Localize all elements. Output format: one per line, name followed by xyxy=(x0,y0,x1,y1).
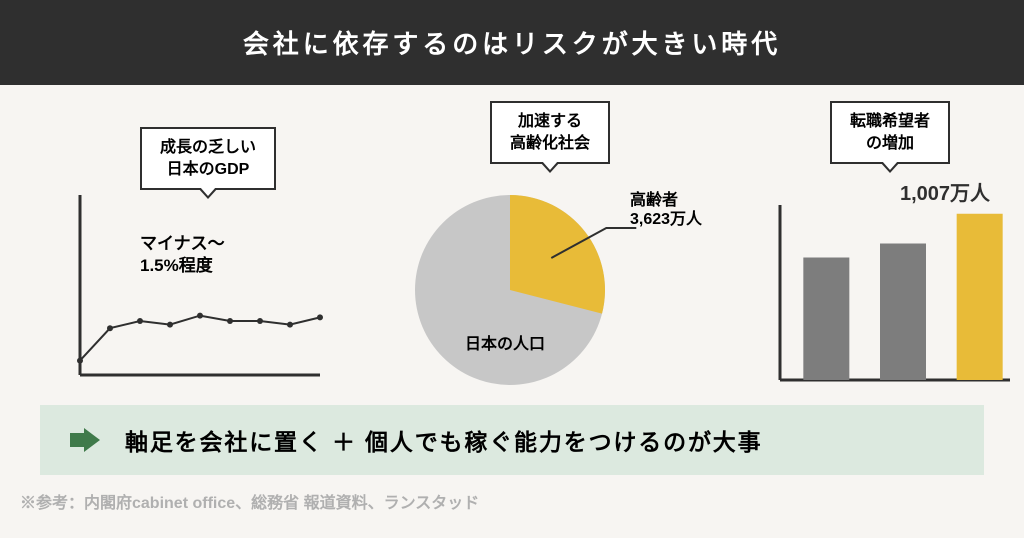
bar-chart xyxy=(760,105,1020,405)
gdp-line-chart xyxy=(60,105,340,395)
conclusion-bar: 軸足を会社に置く ＋ 個人でも稼ぐ能力をつけるのが大事 xyxy=(40,405,984,475)
pie-chart xyxy=(380,105,740,405)
pie-center-label: 日本の人口 xyxy=(465,335,545,354)
arrow-right-icon xyxy=(70,428,100,452)
gdp-panel: 成長の乏しい 日本のGDP マイナス〜 1.5%程度 xyxy=(60,105,360,395)
bar-panel: 転職希望者 の増加 1,007万人 xyxy=(760,105,1020,395)
source-text: ※参考：内閣府cabinet office、総務省 報道資料、ランスタッド xyxy=(0,475,1024,513)
chart-panels: 成長の乏しい 日本のGDP マイナス〜 1.5%程度 加速する 高齢化社会 高齢… xyxy=(0,85,1024,405)
page-title: 会社に依存するのはリスクが大きい時代 xyxy=(0,0,1024,85)
conclusion-text: 軸足を会社に置く ＋ 個人でも稼ぐ能力をつけるのが大事 xyxy=(125,423,762,457)
pie-panel: 加速する 高齢化社会 高齢者 3,623万人 日本の人口 xyxy=(380,105,740,395)
pie-slice-label: 高齢者 3,623万人 xyxy=(630,191,702,229)
